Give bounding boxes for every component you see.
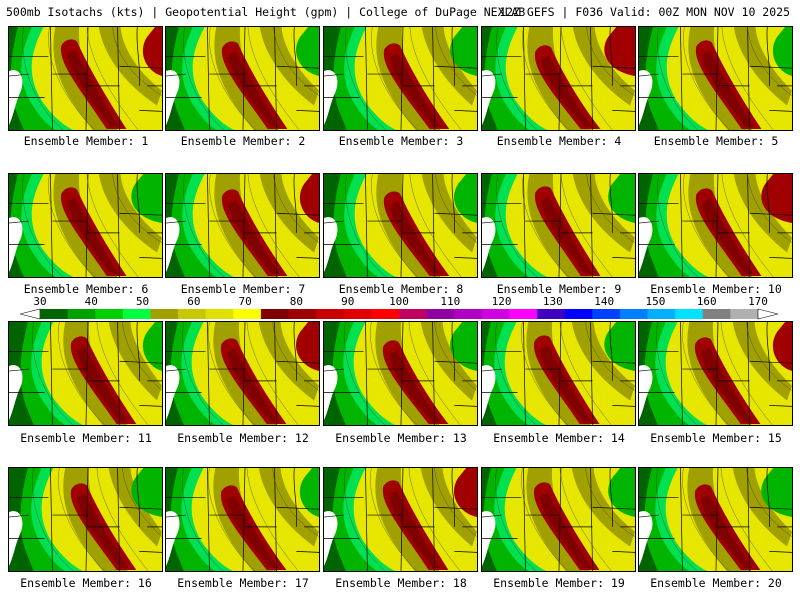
- colorbar-scale: [20, 308, 779, 320]
- ensemble-member-label: Ensemble Member: 4: [496, 134, 622, 148]
- ensemble-member-label: Ensemble Member: 16: [20, 576, 152, 590]
- colorbar-swatch: [260, 309, 289, 319]
- header-valid-time: 12Z GEFS | F036 Valid: 00Z MON NOV 10 20…: [499, 5, 790, 19]
- colorbar-tick-label: 50: [135, 295, 150, 308]
- ensemble-member-map: [323, 173, 478, 278]
- colorbar-tick-label: 90: [341, 295, 355, 308]
- colorbar: 30 40 50 60 70 80 90 100 110 120 130 140 150 160 170: [20, 296, 790, 320]
- ensemble-member-map: [8, 321, 163, 426]
- ensemble-member-label: Ensemble Member: 11: [20, 431, 152, 445]
- colorbar-swatch: [426, 309, 455, 319]
- ensemble-member-label: Ensemble Member: 15: [650, 431, 782, 445]
- colorbar-tick-label: 60: [187, 295, 201, 308]
- colorbar-tick-label: 120: [491, 295, 512, 308]
- colorbar-swatch: [592, 309, 621, 319]
- ensemble-member-map: [638, 321, 793, 426]
- ensemble-member-label: Ensemble Member: 18: [335, 576, 467, 590]
- colorbar-swatch: [40, 309, 68, 319]
- ensemble-member-map: [165, 173, 320, 278]
- colorbar-tick-label: 110: [440, 295, 461, 308]
- ensemble-member-map: [481, 26, 636, 131]
- ensemble-member-map: [165, 467, 320, 572]
- colorbar-swatch: [288, 309, 317, 319]
- ensemble-member-map: [8, 467, 163, 572]
- colorbar-tick-label: 30: [33, 295, 47, 308]
- ensemble-member-label: Ensemble Member: 14: [493, 431, 625, 445]
- colorbar-tick-label: 150: [645, 295, 666, 308]
- ensemble-member-label: Ensemble Member: 6: [23, 282, 149, 296]
- colorbar-swatch: [509, 309, 538, 319]
- colorbar-swatch: [122, 309, 151, 319]
- ensemble-member-label: Ensemble Member: 3: [338, 134, 464, 148]
- ensemble-member-label: Ensemble Member: 8: [338, 282, 464, 296]
- ensemble-member-map: [638, 173, 793, 278]
- ensemble-member-label: Ensemble Member: 12: [177, 431, 309, 445]
- colorbar-ticks: 30 40 50 60 70 80 90 100 110 120 130 140 150 160 170: [20, 296, 790, 308]
- colorbar-swatch: [481, 309, 510, 319]
- ensemble-member-label: Ensemble Member: 5: [653, 134, 779, 148]
- colorbar-swatch: [205, 309, 234, 319]
- ensemble-member-map: [323, 321, 478, 426]
- colorbar-swatch: [647, 309, 676, 319]
- colorbar-swatch: [564, 309, 593, 319]
- ensemble-member-map: [8, 173, 163, 278]
- colorbar-tick-label: 100: [389, 295, 409, 308]
- colorbar-swatch: [399, 309, 427, 319]
- colorbar-high-arrow: [757, 308, 779, 320]
- header-title: 500mb Isotachs (kts) | Geopotential Heig…: [6, 5, 526, 19]
- colorbar-swatch: [150, 309, 179, 319]
- chart-header: 500mb Isotachs (kts) | Geopotential Heig…: [6, 4, 796, 20]
- colorbar-swatch: [730, 309, 759, 319]
- ensemble-member-map: [638, 467, 793, 572]
- ensemble-member-label: Ensemble Member: 20: [650, 576, 782, 590]
- colorbar-tick-label: 130: [542, 295, 563, 308]
- ensemble-member-label: Ensemble Member: 19: [493, 576, 625, 590]
- colorbar-swatch: [316, 309, 345, 319]
- ensemble-member-label: Ensemble Member: 9: [496, 282, 622, 296]
- colorbar-tick-label: 70: [238, 295, 252, 308]
- colorbar-tick-label: 170: [748, 295, 768, 308]
- colorbar-swatch: [702, 309, 731, 319]
- colorbar-swatch: [619, 309, 648, 319]
- ensemble-member-label: Ensemble Member: 17: [177, 576, 309, 590]
- ensemble-member-map: [323, 467, 478, 572]
- colorbar-swatch: [233, 309, 262, 319]
- ensemble-member-map: [165, 26, 320, 131]
- ensemble-member-label: Ensemble Member: 7: [180, 282, 306, 296]
- colorbar-swatch: [371, 309, 400, 319]
- colorbar-swatch: [67, 309, 96, 319]
- colorbar-swatch: [343, 309, 372, 319]
- colorbar-swatch: [95, 309, 124, 319]
- ensemble-member-label: Ensemble Member: 10: [650, 282, 782, 296]
- ensemble-member-map: [481, 321, 636, 426]
- colorbar-tick-label: 80: [289, 295, 304, 308]
- ensemble-member-map: [165, 321, 320, 426]
- ensemble-member-map: [638, 26, 793, 131]
- ensemble-member-map: [481, 467, 636, 572]
- ensemble-member-map: [323, 26, 478, 131]
- colorbar-tick-label: 40: [84, 295, 98, 308]
- colorbar-low-arrow: [20, 308, 41, 320]
- colorbar-tick-label: 160: [696, 295, 717, 308]
- colorbar-swatch: [454, 309, 483, 319]
- colorbar-swatch: [675, 309, 704, 319]
- ensemble-member-map: [8, 26, 163, 131]
- ensemble-member-map: [481, 173, 636, 278]
- ensemble-member-label: Ensemble Member: 2: [180, 134, 306, 148]
- colorbar-swatch: [537, 309, 565, 319]
- colorbar-swatch: [178, 309, 206, 319]
- ensemble-member-label: Ensemble Member: 13: [335, 431, 467, 445]
- ensemble-member-label: Ensemble Member: 1: [23, 134, 149, 148]
- colorbar-tick-label: 140: [594, 295, 615, 308]
